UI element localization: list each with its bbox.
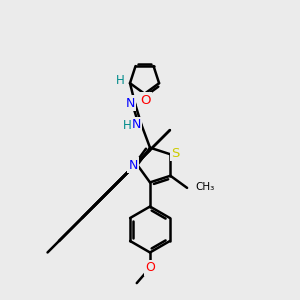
Text: N: N (125, 97, 135, 110)
Text: O: O (145, 261, 155, 274)
Text: CH₃: CH₃ (195, 182, 214, 192)
Text: N: N (128, 158, 138, 172)
Text: S: S (171, 147, 179, 160)
Text: H: H (116, 74, 125, 87)
Text: O: O (140, 94, 150, 107)
Text: H: H (123, 119, 132, 132)
Text: N: N (132, 118, 141, 131)
